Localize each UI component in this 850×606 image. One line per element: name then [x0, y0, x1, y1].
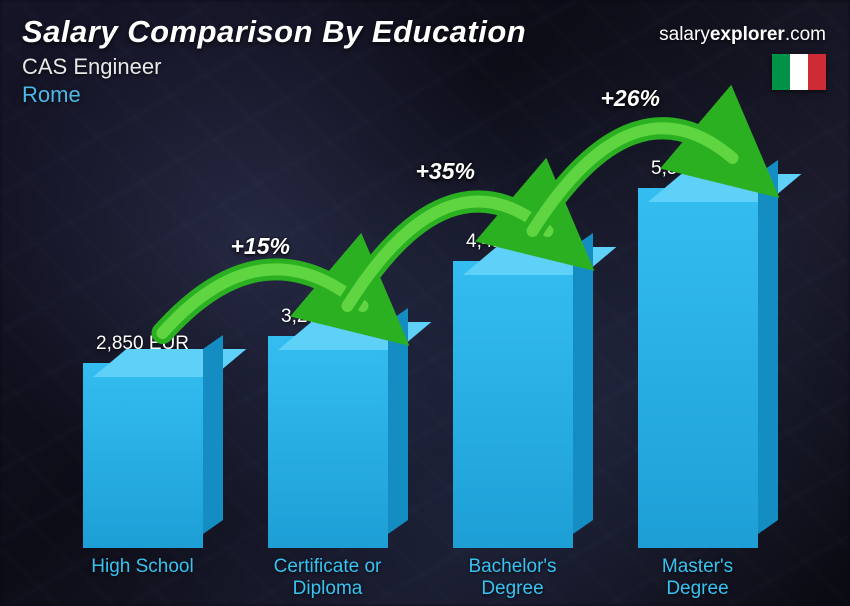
- x-axis-labels: High SchoolCertificate orDiplomaBachelor…: [50, 556, 790, 600]
- x-label-0: High School: [50, 556, 235, 600]
- brand-watermark: salaryexplorer.com: [659, 24, 826, 46]
- flag-stripe-red: [808, 54, 826, 90]
- x-label-2: Bachelor'sDegree: [420, 556, 605, 600]
- brand-suffix: .com: [785, 24, 826, 45]
- flag-stripe-green: [772, 54, 790, 90]
- bar-chart: 2,850 EUR3,270 EUR4,410 EUR5,540 EUR +15…: [50, 130, 790, 548]
- x-label-1: Certificate orDiploma: [235, 556, 420, 600]
- increase-label-2: +26%: [601, 85, 660, 112]
- x-label-3: Master'sDegree: [605, 556, 790, 600]
- job-title: CAS Engineer: [22, 54, 828, 80]
- location: Rome: [22, 82, 828, 108]
- country-flag-italy: [772, 54, 826, 90]
- increase-arrow-2: [50, 130, 790, 548]
- flag-stripe-white: [790, 54, 808, 90]
- brand-bold: explorer: [710, 24, 785, 45]
- brand-prefix: salary: [659, 24, 710, 45]
